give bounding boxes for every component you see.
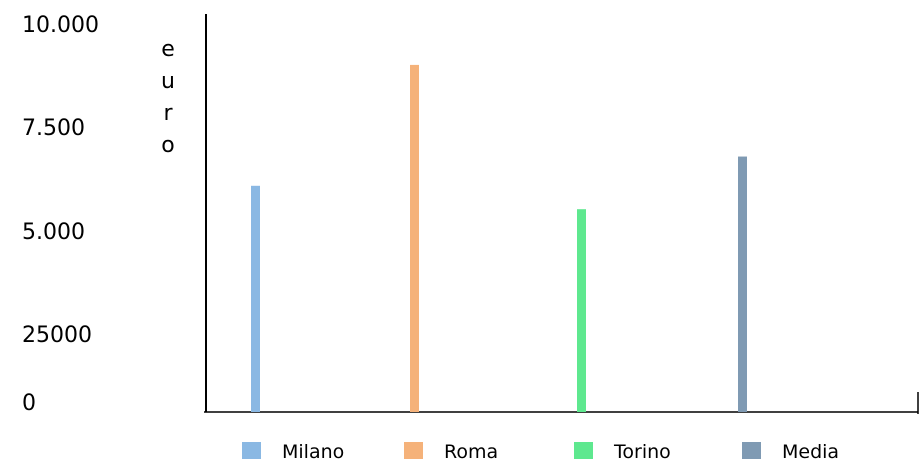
y-tick-labels: 0 25000 5.000 7.500 10.000 — [22, 13, 99, 416]
y-tick-label: 5.000 — [22, 220, 85, 245]
y-axis-label-letter: r — [163, 101, 173, 126]
legend-label-media: Media — [782, 441, 839, 463]
y-tick-label: 7.500 — [22, 116, 85, 141]
y-axis-label-letter: u — [161, 69, 175, 94]
legend-label-torino: Torino — [613, 441, 671, 463]
bar-media — [738, 156, 747, 412]
legend-label-roma: Roma — [444, 441, 498, 463]
y-axis-label-letter: e — [161, 37, 175, 62]
legend-label-milano: Milano — [282, 441, 344, 463]
bar-torino — [577, 209, 586, 412]
y-tick-label: 0 — [22, 391, 36, 416]
legend: Milano Roma Torino Media — [242, 441, 839, 463]
bar-roma — [410, 64, 419, 413]
bars — [251, 64, 747, 413]
y-axis-label-letter: o — [161, 133, 174, 158]
legend-swatch-milano — [242, 442, 261, 459]
legend-swatch-roma — [404, 442, 423, 459]
legend-swatch-torino — [574, 442, 593, 459]
bar-milano — [251, 185, 260, 412]
y-tick-label: 25000 — [22, 323, 92, 348]
legend-swatch-media — [742, 442, 761, 459]
y-tick-label: 10.000 — [22, 13, 99, 38]
